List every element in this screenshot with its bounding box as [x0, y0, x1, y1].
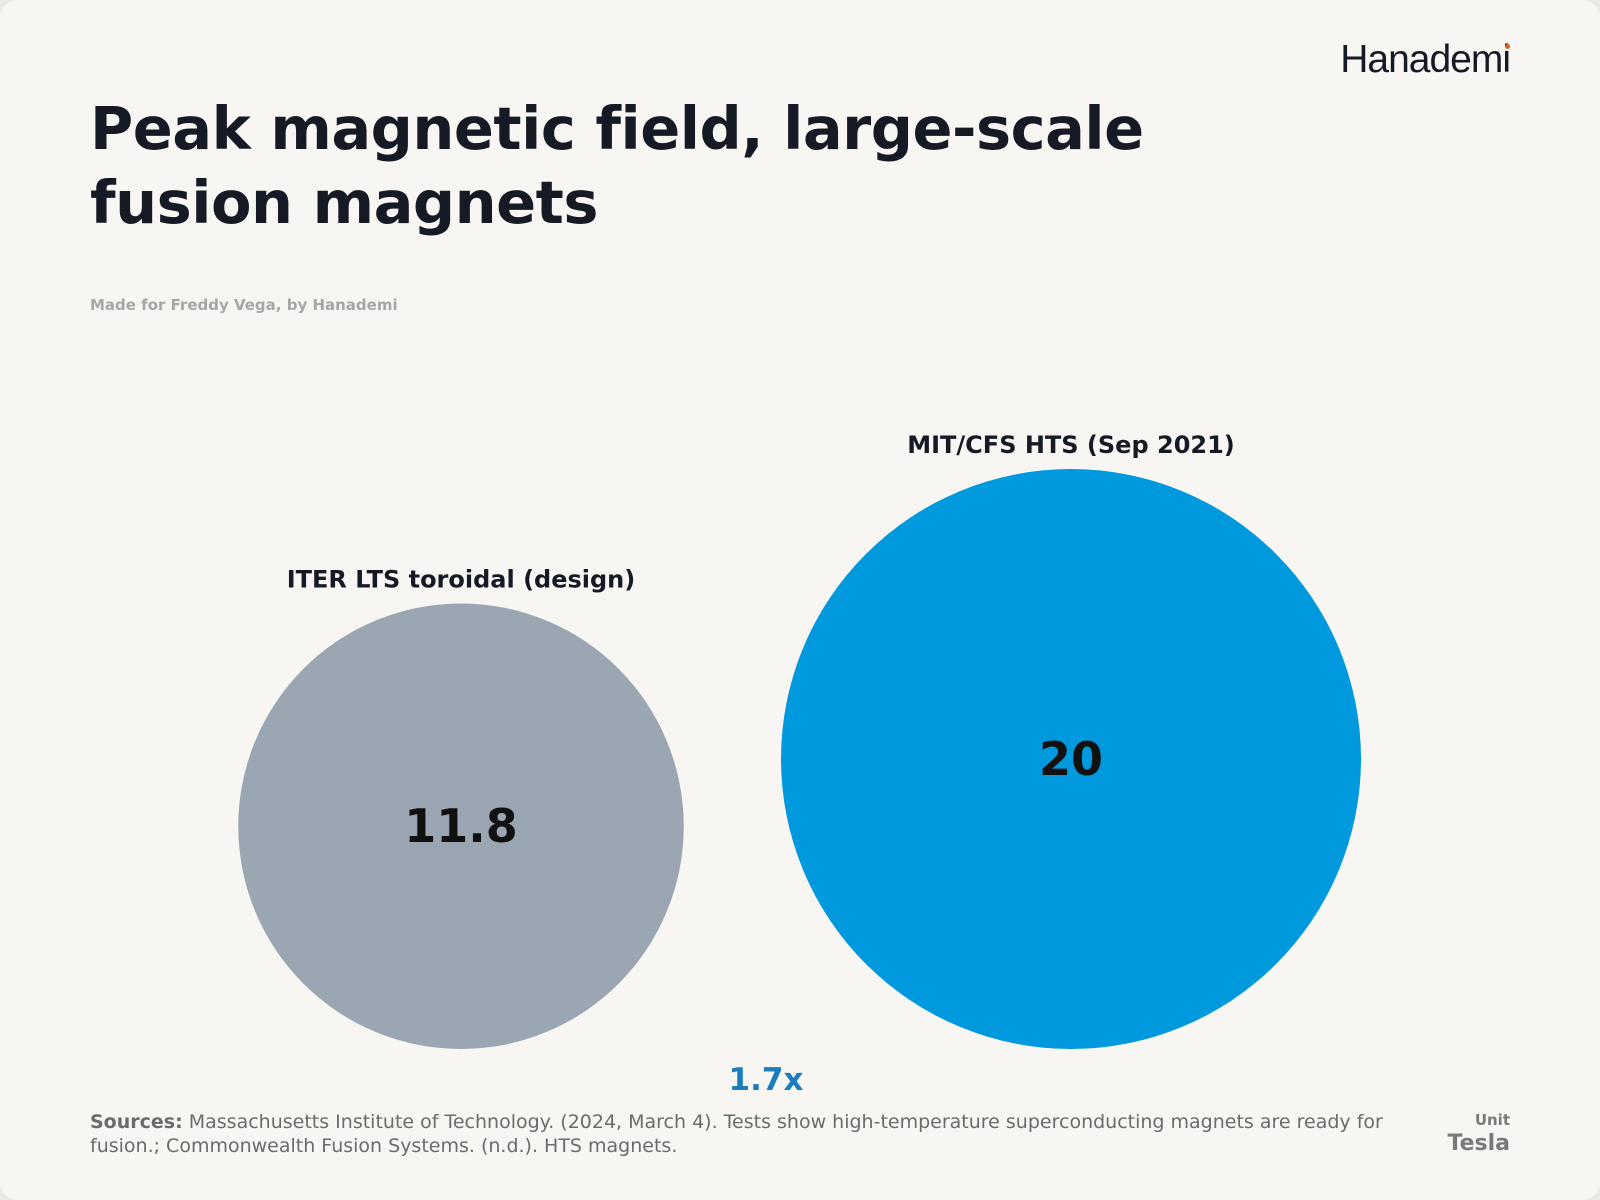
sources-label: Sources: — [90, 1111, 183, 1133]
bubble-category-label-1: MIT/CFS HTS (Sep 2021) — [907, 431, 1235, 459]
bubble-value-label-0: 11.8 — [404, 799, 518, 853]
chart-title: Peak magnetic field, large-scale fusion … — [90, 94, 1144, 237]
bubble-value-label-1: 20 — [1039, 732, 1103, 786]
bubble-0 — [238, 603, 684, 1049]
ratio-label: 1.7x — [729, 1062, 804, 1098]
unit-value: Tesla — [1447, 1131, 1511, 1156]
unit-caption: Unit — [1474, 1111, 1510, 1129]
bubble-category-label-0: ITER LTS toroidal (design) — [287, 565, 636, 593]
sources-text: Massachusetts Institute of Technology. (… — [90, 1111, 1383, 1157]
brand-logo-accent — [1505, 44, 1510, 49]
chart-subtitle: Made for Freddy Vega, by Hanademi — [90, 296, 398, 314]
sources-footer: Sources: Massachusetts Institute of Tech… — [90, 1110, 1390, 1158]
unit-block: Unit Tesla — [1448, 1111, 1511, 1156]
bubble-1 — [781, 469, 1361, 1049]
brand-logo: Hanademi — [1340, 38, 1511, 81]
